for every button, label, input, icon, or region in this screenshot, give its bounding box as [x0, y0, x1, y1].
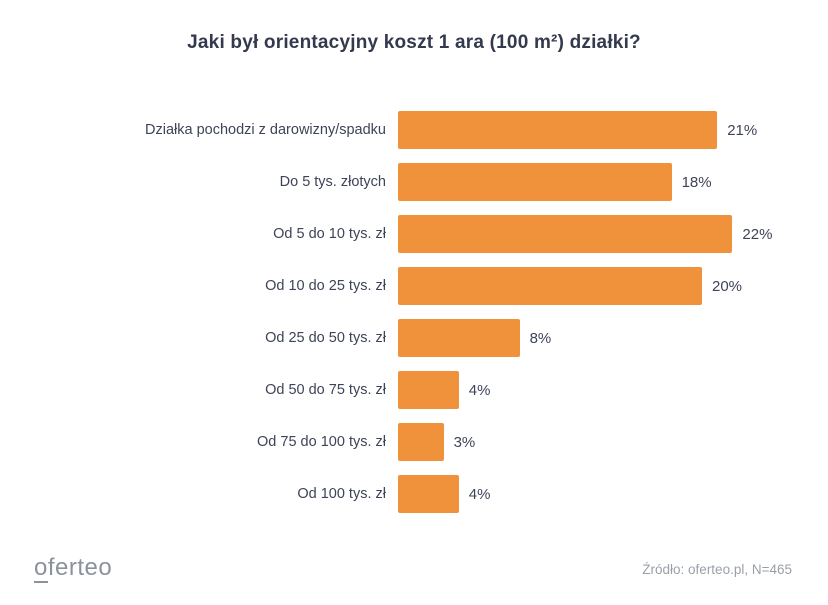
bar-category-label: Działka pochodzi z darowizny/spadku: [145, 122, 386, 138]
bar-fill: [398, 267, 702, 305]
bar-category-label: Od 5 do 10 tys. zł: [273, 226, 386, 242]
bar-chart: Działka pochodzi z darowizny/spadku 21% Do…: [0, 104, 828, 520]
bar-fill: [398, 163, 672, 201]
bar-value-label: 18%: [681, 173, 712, 191]
bar-category-label: Od 100 tys. zł: [297, 486, 386, 502]
bar-row: Od 10 do 25 tys. zł 20%: [0, 260, 828, 312]
bar-fill: [398, 371, 459, 409]
bar-track: 3%: [398, 423, 828, 461]
bar-value-label: 22%: [742, 225, 773, 243]
bar-value-label: 21%: [727, 121, 758, 139]
bar-category-label: Od 75 do 100 tys. zł: [257, 434, 386, 450]
bar-fill: [398, 423, 444, 461]
logo-text: ferteo: [47, 554, 113, 581]
bar-fill: [398, 215, 733, 253]
bar-row: Od 50 do 75 tys. zł 4%: [0, 364, 828, 416]
bar-track: 18%: [398, 163, 828, 201]
chart-title: Jaki był orientacyjny koszt 1 ara (100 m…: [187, 32, 641, 53]
bar-track: 8%: [398, 319, 828, 357]
oferteo-logo: oferteo: [34, 554, 112, 583]
bar-row: Od 25 do 50 tys. zł 8%: [0, 312, 828, 364]
bar-row: Od 5 do 10 tys. zł 22%: [0, 208, 828, 260]
bar-category-label: Od 25 do 50 tys. zł: [265, 330, 386, 346]
bar-category-label: Od 50 do 75 tys. zł: [265, 382, 386, 398]
bar-fill: [398, 319, 520, 357]
bar-fill: [398, 111, 718, 149]
bar-row: Od 100 tys. zł 4%: [0, 468, 828, 520]
bar-track: 4%: [398, 371, 828, 409]
bar-value-label: 4%: [468, 381, 491, 399]
bar-value-label: 3%: [453, 433, 476, 451]
bar-row: Do 5 tys. złotych 18%: [0, 156, 828, 208]
bar-row: Od 75 do 100 tys. zł 3%: [0, 416, 828, 468]
bar-value-label: 20%: [712, 277, 743, 295]
bar-track: 20%: [398, 267, 828, 305]
bar-row: Działka pochodzi z darowizny/spadku 21%: [0, 104, 828, 156]
bar-track: 4%: [398, 475, 828, 513]
bar-track: 22%: [398, 215, 828, 253]
bar-fill: [398, 475, 459, 513]
bar-category-label: Do 5 tys. złotych: [279, 174, 386, 190]
bar-category-label: Od 10 do 25 tys. zł: [265, 278, 386, 294]
bar-track: 21%: [398, 111, 828, 149]
logo-underlined-letter: o: [34, 554, 48, 583]
bar-value-label: 4%: [468, 485, 491, 503]
source-note: Źródło: oferteo.pl, N=465: [642, 562, 792, 577]
bar-value-label: 8%: [529, 329, 552, 347]
